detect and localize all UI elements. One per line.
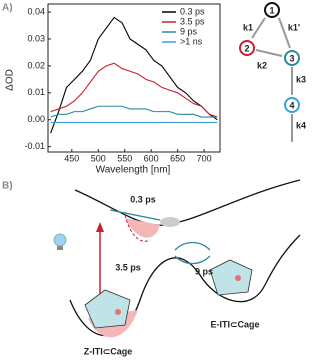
state-label: Z-ITI⊂Cage	[84, 346, 133, 356]
legend-label: 3.5 ps	[180, 16, 205, 26]
x-tick-label: 700	[197, 153, 212, 163]
time-label: 3.5 ps	[115, 262, 141, 272]
y-tick-label: -0.01	[24, 141, 45, 151]
panel-label: A)	[2, 3, 13, 14]
rate-label: k3	[296, 74, 306, 84]
legend-label: >1 ns	[180, 36, 203, 46]
node-label: 4	[289, 100, 294, 110]
legend-label: 9 ps	[180, 26, 198, 36]
kinetic-scheme	[239, 2, 300, 142]
series-line	[50, 105, 218, 118]
state-label: E-ITI⊂Cage	[210, 319, 259, 329]
x-tick-label: 600	[144, 153, 159, 163]
time-label: 0.3 ps	[130, 194, 156, 204]
y-tick-label: 0.02	[27, 60, 45, 70]
plot-frame	[47, 3, 221, 153]
x-tick-label: 500	[91, 153, 106, 163]
y-tick-label: 0.01	[27, 87, 45, 97]
rate-label: k2	[257, 60, 267, 70]
rate-label: k1'	[288, 22, 300, 32]
node-label: 1	[269, 5, 274, 15]
x-tick-label: 550	[117, 153, 132, 163]
energy-diagram	[53, 179, 301, 338]
time-label: 9 ps	[195, 266, 213, 276]
figure: A) B) 450 500 550 600 650 700 -0.01 0.00 0.01 0.0…	[2, 2, 306, 356]
y-tick-label: 0.04	[27, 6, 45, 16]
spectrum-chart: 450 500 550 600 650 700 -0.01 0.00 0.01 0.02 0.03 0…	[24, 3, 221, 163]
legend-label: 0.3 ps	[180, 6, 205, 16]
y-tick-label: 0.03	[27, 33, 45, 43]
x-tick-label: 650	[170, 153, 185, 163]
rate-label: k1	[243, 22, 253, 32]
node-label: 3	[289, 53, 294, 63]
y-axis-label: ΔOD	[5, 69, 16, 91]
y-tick-label: 0.00	[27, 114, 45, 124]
x-axis-label: Wavelength [nm]	[96, 165, 171, 176]
node-label: 2	[244, 43, 249, 53]
series-line	[50, 62, 218, 118]
series-line	[50, 16, 218, 134]
panel-label: B)	[2, 181, 13, 192]
x-tick-label: 450	[64, 153, 79, 163]
rate-label: k4	[296, 120, 306, 130]
